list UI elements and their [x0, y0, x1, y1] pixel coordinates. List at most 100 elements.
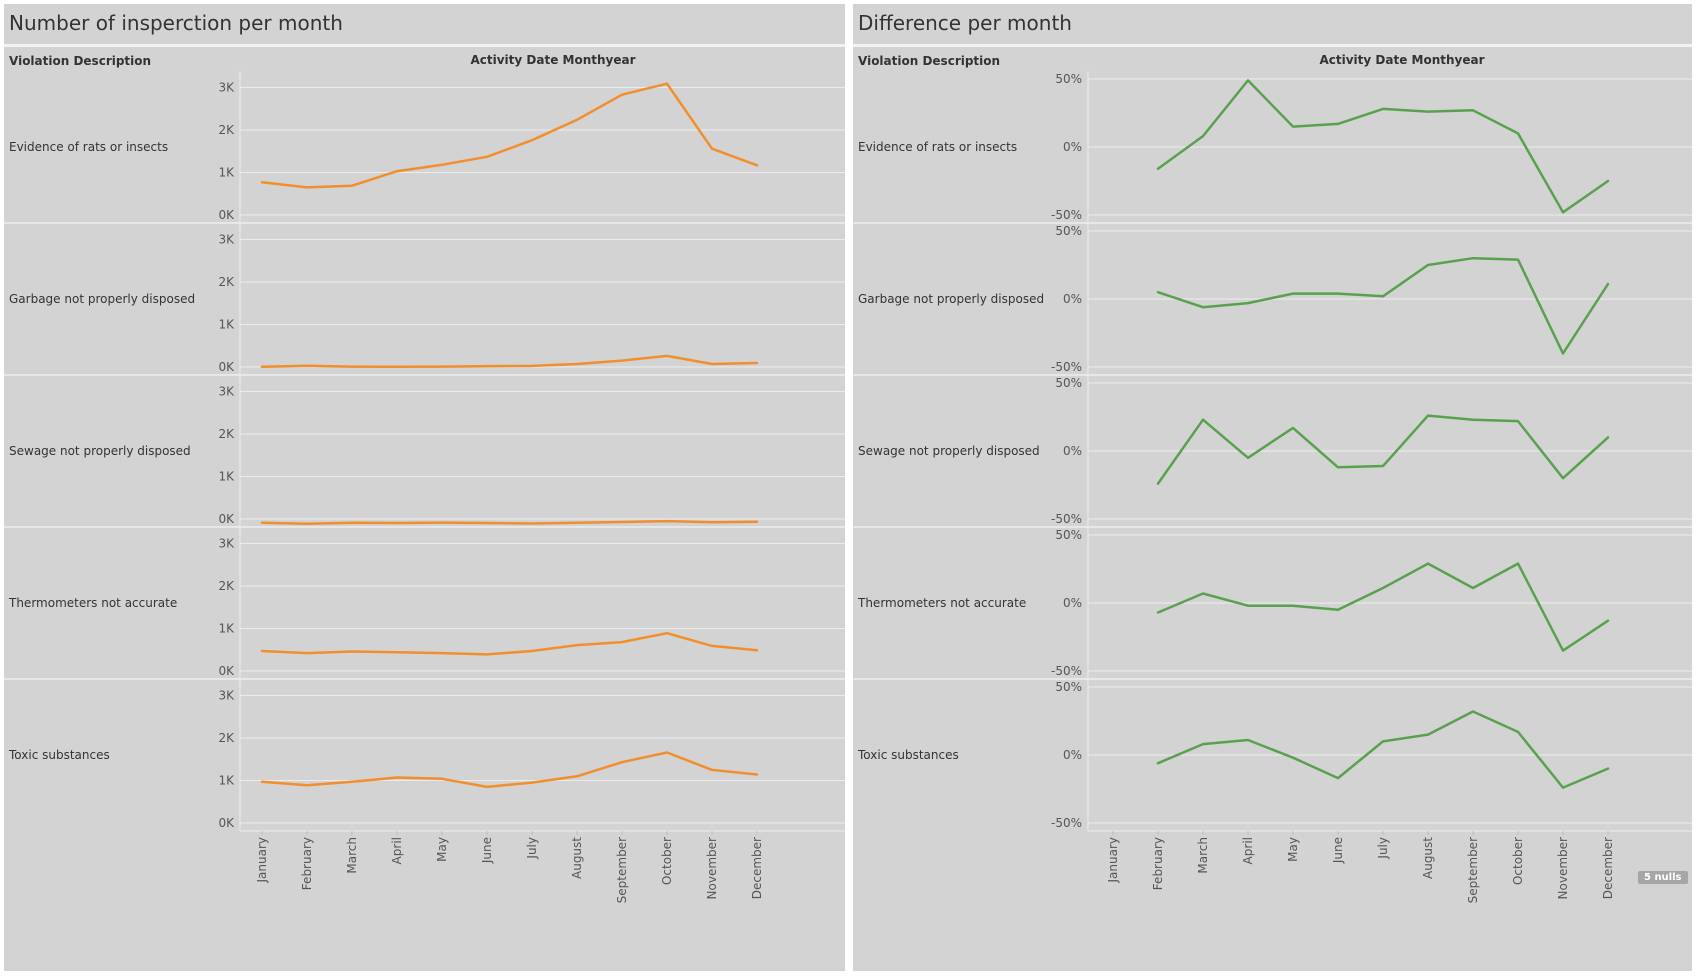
inspections-point-thermometers-not-accurate	[350, 649, 355, 654]
inspections-point-evidence-of-rats-or-insects	[755, 163, 760, 168]
inspections-point-garbage-not-properly-disposed	[395, 364, 400, 369]
inspections-point-garbage-not-properly-disposed	[485, 364, 490, 369]
title-separator	[853, 44, 1692, 47]
difference-x-tick-label: March	[1196, 837, 1210, 874]
difference-y-tick-label: 0%	[1063, 596, 1082, 610]
difference-point-toxic-substances	[1246, 738, 1251, 743]
inspections-point-thermometers-not-accurate	[530, 649, 535, 654]
difference-point-toxic-substances	[1156, 761, 1161, 766]
inspections-point-evidence-of-rats-or-insects	[620, 92, 625, 97]
difference-point-garbage-not-properly-disposed	[1291, 291, 1296, 296]
difference-point-toxic-substances	[1606, 766, 1611, 771]
inspections-row-label-evidence-of-rats-or-insects: Evidence of rats or insects	[9, 140, 168, 154]
difference-y-tick-label: 50%	[1055, 680, 1082, 694]
difference-panel: Difference per month Violation Descripti…	[853, 4, 1692, 971]
inspections-point-sewage-not-properly-disposed	[755, 519, 760, 524]
difference-point-toxic-substances	[1426, 732, 1431, 737]
difference-row-label-toxic-substances: Toxic substances	[857, 748, 959, 762]
difference-row-label-garbage-not-properly-disposed: Garbage not properly disposed	[858, 292, 1044, 306]
inspections-point-sewage-not-properly-disposed	[575, 520, 580, 525]
difference-point-sewage-not-properly-disposed	[1156, 481, 1161, 486]
difference-point-garbage-not-properly-disposed	[1201, 305, 1206, 310]
difference-point-garbage-not-properly-disposed	[1381, 294, 1386, 299]
difference-point-toxic-substances	[1561, 785, 1566, 790]
difference-row-header: Violation Description	[858, 54, 1001, 68]
inspections-y-tick-label: 2K	[218, 275, 235, 289]
difference-x-tick-label: June	[1331, 837, 1345, 864]
inspections-point-toxic-substances	[440, 776, 445, 781]
difference-point-garbage-not-properly-disposed	[1246, 301, 1251, 306]
inspections-point-garbage-not-properly-disposed	[755, 360, 760, 365]
inspections-series-line-garbage-not-properly-disposed	[260, 354, 759, 369]
inspections-point-thermometers-not-accurate	[620, 640, 625, 645]
inspections-x-tick-label: June	[480, 837, 494, 864]
inspections-point-toxic-substances	[395, 775, 400, 780]
difference-point-sewage-not-properly-disposed	[1516, 419, 1521, 424]
difference-point-sewage-not-properly-disposed	[1606, 435, 1611, 440]
difference-y-tick-label: 0%	[1063, 748, 1082, 762]
difference-x-tick-label: February	[1151, 837, 1165, 890]
difference-point-thermometers-not-accurate	[1426, 561, 1431, 566]
inspections-y-tick-label: 0K	[218, 816, 235, 830]
inspections-x-tick-label: January	[255, 837, 269, 884]
inspections-point-sewage-not-properly-disposed	[665, 519, 670, 524]
inspections-header-row: Violation Description Activity Date Mont…	[4, 47, 845, 71]
difference-point-evidence-of-rats-or-insects	[1606, 179, 1611, 184]
difference-point-evidence-of-rats-or-insects	[1426, 109, 1431, 114]
difference-point-evidence-of-rats-or-insects	[1336, 121, 1341, 126]
difference-y-tick-label: 50%	[1055, 528, 1082, 542]
inspections-chart-title: Number of insperction per month	[9, 11, 343, 35]
difference-series-line-thermometers-not-accurate	[1156, 562, 1610, 652]
difference-point-evidence-of-rats-or-insects	[1201, 134, 1206, 139]
inspections-y-tick-label: 0K	[218, 208, 235, 222]
inspections-point-sewage-not-properly-disposed	[395, 521, 400, 526]
inspections-point-thermometers-not-accurate	[485, 652, 490, 657]
difference-point-garbage-not-properly-disposed	[1561, 351, 1566, 356]
inspections-series-line-toxic-substances	[260, 751, 759, 789]
inspections-row-label-toxic-substances: Toxic substances	[8, 748, 110, 762]
difference-y-tick-label: 0%	[1063, 444, 1082, 458]
inspections-point-thermometers-not-accurate	[440, 651, 445, 656]
difference-point-garbage-not-properly-disposed	[1606, 282, 1611, 287]
inspections-point-evidence-of-rats-or-insects	[665, 81, 670, 86]
difference-point-sewage-not-properly-disposed	[1246, 455, 1251, 460]
inspections-point-evidence-of-rats-or-insects	[305, 185, 310, 190]
inspections-point-sewage-not-properly-disposed	[440, 520, 445, 525]
difference-point-thermometers-not-accurate	[1336, 607, 1341, 612]
difference-point-toxic-substances	[1291, 755, 1296, 760]
inspections-point-toxic-substances	[755, 772, 760, 777]
inspections-point-toxic-substances	[530, 780, 535, 785]
nulls-indicator[interactable]: 5 nulls	[1638, 871, 1688, 884]
inspections-point-garbage-not-properly-disposed	[530, 363, 535, 368]
inspections-point-sewage-not-properly-disposed	[350, 520, 355, 525]
inspections-point-toxic-substances	[620, 760, 625, 765]
inspections-x-tick-label: March	[345, 837, 359, 874]
difference-series-line-evidence-of-rats-or-insects	[1156, 79, 1610, 214]
difference-x-tick-label: August	[1421, 837, 1435, 879]
difference-point-sewage-not-properly-disposed	[1201, 417, 1206, 422]
inspections-point-evidence-of-rats-or-insects	[260, 180, 265, 185]
difference-point-toxic-substances	[1516, 729, 1521, 734]
difference-y-tick-label: -50%	[1051, 360, 1082, 374]
difference-point-thermometers-not-accurate	[1291, 603, 1296, 608]
inspections-point-toxic-substances	[260, 779, 265, 784]
inspections-x-tick-label: September	[615, 837, 629, 903]
inspections-point-evidence-of-rats-or-insects	[350, 183, 355, 188]
inspections-point-thermometers-not-accurate	[575, 643, 580, 648]
inspections-y-tick-label: 3K	[218, 537, 235, 551]
inspections-x-tick-label: October	[660, 837, 674, 885]
inspections-point-evidence-of-rats-or-insects	[485, 154, 490, 159]
inspections-line-chart: 0K 1K 2K 3K Evidence of rats or insects 0K 1K 2…	[4, 71, 845, 903]
difference-x-tick-label: November	[1556, 837, 1570, 899]
difference-series-line-sewage-not-properly-disposed	[1156, 414, 1610, 485]
difference-point-garbage-not-properly-disposed	[1336, 291, 1341, 296]
difference-y-tick-label: 0%	[1063, 140, 1082, 154]
inspections-point-sewage-not-properly-disposed	[485, 521, 490, 526]
inspections-y-tick-label: 2K	[218, 731, 235, 745]
difference-point-evidence-of-rats-or-insects	[1291, 124, 1296, 129]
inspections-point-toxic-substances	[575, 774, 580, 779]
inspections-x-tick-label: February	[300, 837, 314, 890]
difference-point-garbage-not-properly-disposed	[1426, 263, 1431, 268]
difference-x-tick-label: December	[1601, 837, 1615, 899]
difference-y-tick-label: 0%	[1063, 292, 1082, 306]
